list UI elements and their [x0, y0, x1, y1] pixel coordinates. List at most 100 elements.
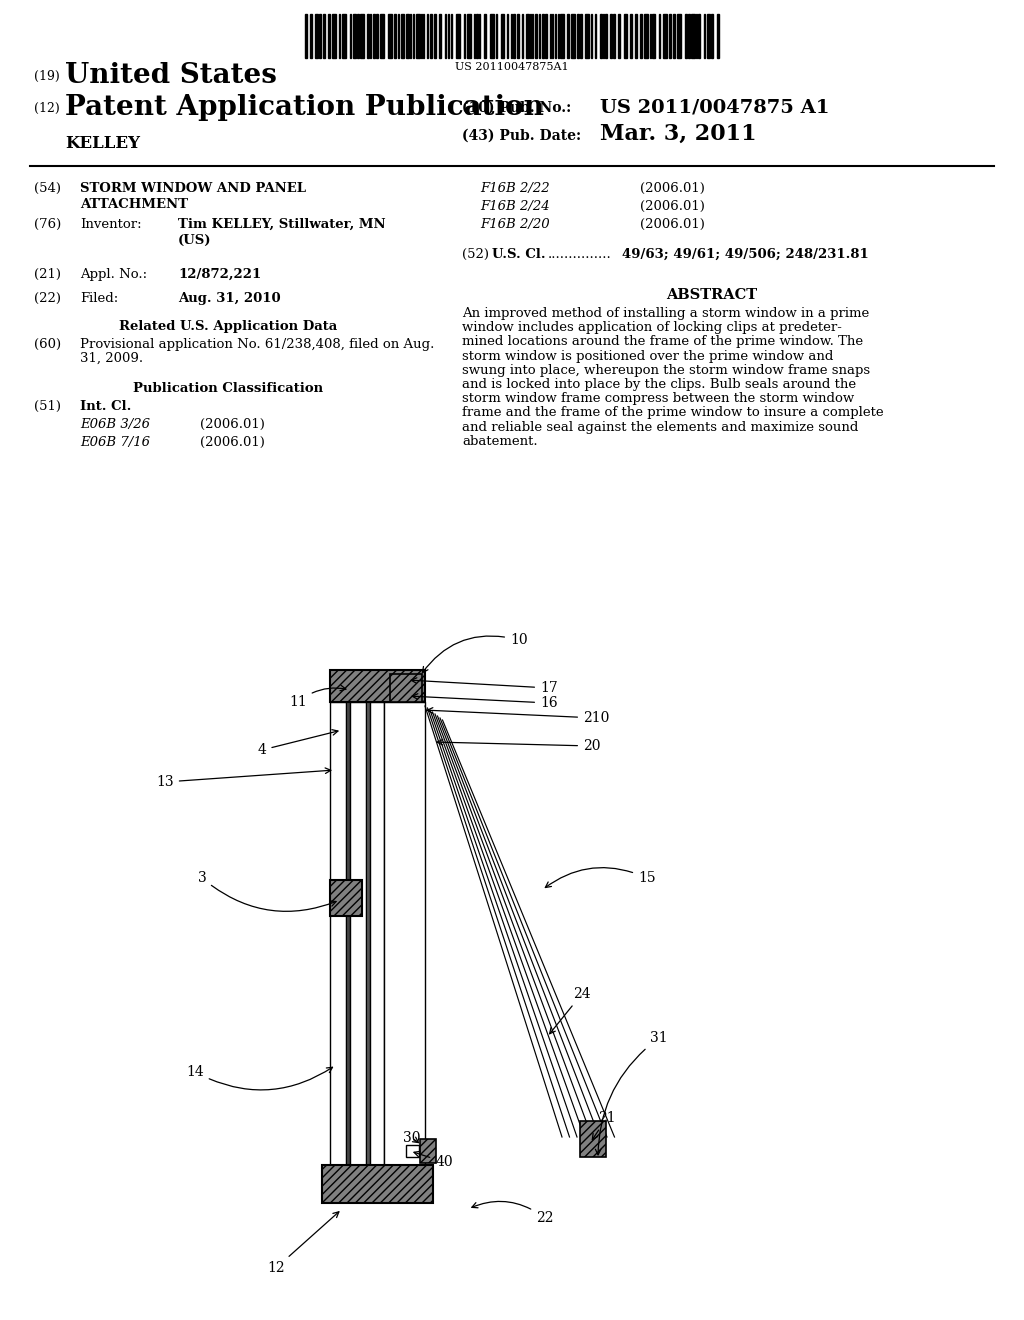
Text: 10: 10 — [423, 634, 527, 673]
Text: 30: 30 — [403, 1131, 421, 1144]
Bar — [545, 15, 547, 58]
Text: 3: 3 — [198, 871, 336, 911]
Bar — [380, 15, 384, 58]
Text: 21: 21 — [592, 1111, 615, 1139]
Text: (51): (51) — [34, 400, 61, 413]
Text: 22: 22 — [472, 1201, 554, 1225]
Bar — [390, 675, 422, 702]
Bar — [394, 15, 396, 58]
Text: U.S. Cl.: U.S. Cl. — [492, 248, 546, 261]
Bar — [610, 15, 612, 58]
Bar — [624, 15, 627, 58]
Text: ABSTRACT: ABSTRACT — [667, 288, 758, 302]
Bar — [310, 15, 312, 58]
Text: swung into place, whereupon the storm window frame snaps: swung into place, whereupon the storm wi… — [462, 364, 870, 376]
Text: mined locations around the frame of the prime window. The: mined locations around the frame of the … — [462, 335, 863, 348]
Text: (US): (US) — [178, 234, 212, 247]
Text: 31: 31 — [595, 1031, 668, 1155]
Bar — [707, 15, 710, 58]
Bar — [319, 15, 321, 58]
Bar — [580, 1121, 606, 1158]
Text: 13: 13 — [157, 768, 331, 789]
Bar — [467, 15, 471, 58]
Bar — [688, 15, 690, 58]
Bar — [439, 15, 441, 58]
Bar — [322, 1166, 433, 1203]
Text: (19): (19) — [34, 70, 59, 83]
Text: Mar. 3, 2011: Mar. 3, 2011 — [600, 123, 757, 145]
Bar — [600, 15, 602, 58]
Bar — [416, 15, 420, 58]
Text: Aug. 31, 2010: Aug. 31, 2010 — [178, 292, 281, 305]
Text: (21): (21) — [34, 268, 61, 281]
Bar — [370, 702, 384, 1166]
Bar — [384, 702, 425, 1166]
Bar — [571, 15, 575, 58]
Bar — [535, 15, 537, 58]
Bar — [677, 15, 681, 58]
Text: abatement.: abatement. — [462, 434, 538, 447]
Text: (54): (54) — [34, 182, 61, 195]
Bar — [717, 15, 719, 58]
Text: E06B 7/16: E06B 7/16 — [80, 436, 150, 449]
Text: (22): (22) — [34, 292, 61, 305]
Text: storm window frame compress between the storm window: storm window frame compress between the … — [462, 392, 854, 405]
Text: (52): (52) — [462, 248, 489, 261]
Bar — [663, 15, 667, 58]
Bar — [330, 880, 362, 916]
Text: 40: 40 — [414, 1151, 453, 1170]
Bar — [685, 15, 687, 58]
Text: F16B 2/22: F16B 2/22 — [480, 182, 550, 195]
Bar — [434, 15, 436, 58]
Text: (2006.01): (2006.01) — [640, 201, 705, 213]
Text: storm window is positioned over the prime window and: storm window is positioned over the prim… — [462, 350, 834, 363]
Bar — [430, 15, 432, 58]
Text: 20: 20 — [437, 739, 600, 752]
Bar — [542, 15, 544, 58]
Bar — [401, 15, 404, 58]
Text: window includes application of locking clips at predeter-: window includes application of locking c… — [462, 321, 842, 334]
Text: 31, 2009.: 31, 2009. — [80, 352, 143, 366]
Text: (76): (76) — [34, 218, 61, 231]
Text: 11: 11 — [289, 685, 346, 709]
Bar — [360, 15, 364, 58]
Text: US 20110047875A1: US 20110047875A1 — [456, 62, 568, 73]
Bar — [376, 15, 378, 58]
Bar — [315, 15, 318, 58]
Bar — [618, 15, 620, 58]
Bar — [350, 702, 366, 1166]
Bar — [357, 15, 359, 58]
Bar — [613, 15, 615, 58]
Text: (10) Pub. No.:: (10) Pub. No.: — [462, 102, 571, 115]
Text: and is locked into place by the clips. Bulb seals around the: and is locked into place by the clips. B… — [462, 378, 856, 391]
Text: Int. Cl.: Int. Cl. — [80, 400, 131, 413]
Text: 24: 24 — [550, 987, 591, 1034]
Text: ATTACHMENT: ATTACHMENT — [80, 198, 188, 211]
Bar — [501, 15, 504, 58]
Text: Provisional application No. 61/238,408, filed on Aug.: Provisional application No. 61/238,408, … — [80, 338, 434, 351]
Bar — [484, 15, 486, 58]
Text: Appl. No.:: Appl. No.: — [80, 268, 147, 281]
Text: 4: 4 — [258, 730, 338, 756]
Bar — [669, 15, 671, 58]
Bar — [490, 15, 494, 58]
Text: ...............: ............... — [548, 248, 611, 261]
Bar — [388, 15, 392, 58]
Bar — [560, 15, 564, 58]
Text: US 2011/0047875 A1: US 2011/0047875 A1 — [600, 98, 829, 116]
Text: frame and the frame of the prime window to insure a complete: frame and the frame of the prime window … — [462, 407, 884, 420]
Text: 17: 17 — [412, 677, 558, 696]
Bar — [635, 15, 637, 58]
Text: 210: 210 — [427, 708, 609, 725]
Bar — [332, 15, 336, 58]
Bar — [366, 702, 370, 1166]
Bar — [640, 15, 642, 58]
Bar — [577, 15, 579, 58]
Text: An improved method of installing a storm window in a prime: An improved method of installing a storm… — [462, 308, 869, 319]
Bar — [330, 671, 425, 702]
Text: (2006.01): (2006.01) — [200, 418, 265, 432]
Text: 14: 14 — [186, 1065, 333, 1090]
Text: 49/63; 49/61; 49/506; 248/231.81: 49/63; 49/61; 49/506; 248/231.81 — [622, 248, 868, 261]
Bar — [456, 15, 460, 58]
Bar — [652, 15, 655, 58]
